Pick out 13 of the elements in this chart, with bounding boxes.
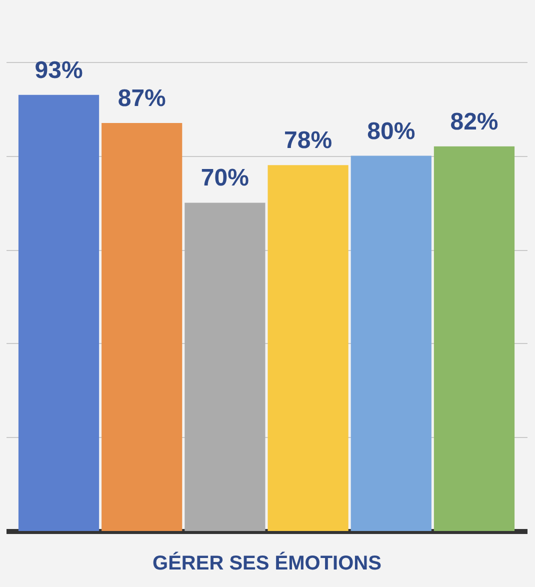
x-axis-title: GÉRER SES ÉMOTIONS [152,552,382,574]
bar [268,165,348,531]
data-label: 93% [34,56,83,84]
bar [350,156,432,531]
data-label: 80% [367,118,416,145]
bar [184,202,266,531]
data-label: 82% [450,108,498,136]
data-label: 87% [118,84,166,112]
data-label: 78% [284,127,332,154]
bar [18,94,100,531]
bar [102,122,182,531]
data-label: 70% [200,164,249,192]
bar [434,146,515,531]
